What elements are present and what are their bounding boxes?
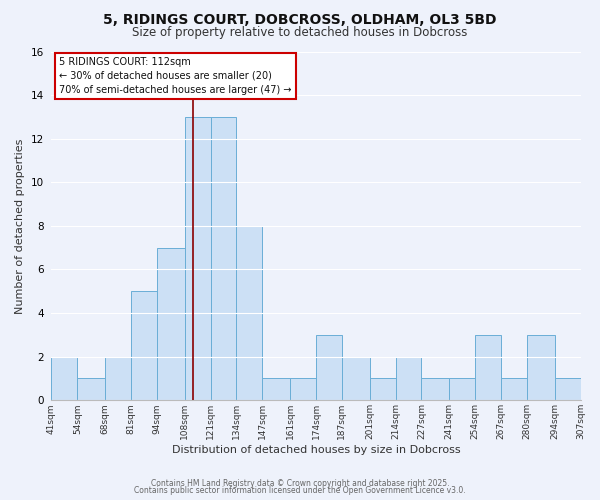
Bar xyxy=(554,378,581,400)
Bar xyxy=(131,292,157,401)
Bar xyxy=(395,356,421,401)
Y-axis label: Number of detached properties: Number of detached properties xyxy=(15,138,25,314)
Bar xyxy=(236,226,262,400)
Text: Size of property relative to detached houses in Dobcross: Size of property relative to detached ho… xyxy=(133,26,467,39)
Bar xyxy=(370,378,395,400)
Bar xyxy=(342,356,370,401)
Bar xyxy=(290,378,316,400)
Bar xyxy=(421,378,449,400)
Bar xyxy=(316,335,342,400)
Bar xyxy=(475,335,501,400)
Bar xyxy=(105,356,131,401)
Text: Contains public sector information licensed under the Open Government Licence v3: Contains public sector information licen… xyxy=(134,486,466,495)
Bar xyxy=(77,378,105,400)
Text: 5, RIDINGS COURT, DOBCROSS, OLDHAM, OL3 5BD: 5, RIDINGS COURT, DOBCROSS, OLDHAM, OL3 … xyxy=(103,12,497,26)
Bar xyxy=(185,117,211,401)
Text: 5 RIDINGS COURT: 112sqm
← 30% of detached houses are smaller (20)
70% of semi-de: 5 RIDINGS COURT: 112sqm ← 30% of detache… xyxy=(59,56,292,94)
Bar xyxy=(449,378,475,400)
Bar xyxy=(262,378,290,400)
Text: Contains HM Land Registry data © Crown copyright and database right 2025.: Contains HM Land Registry data © Crown c… xyxy=(151,478,449,488)
X-axis label: Distribution of detached houses by size in Dobcross: Distribution of detached houses by size … xyxy=(172,445,460,455)
Bar xyxy=(527,335,554,400)
Bar xyxy=(501,378,527,400)
Bar xyxy=(157,248,185,400)
Bar xyxy=(52,356,77,401)
Bar xyxy=(211,117,236,401)
